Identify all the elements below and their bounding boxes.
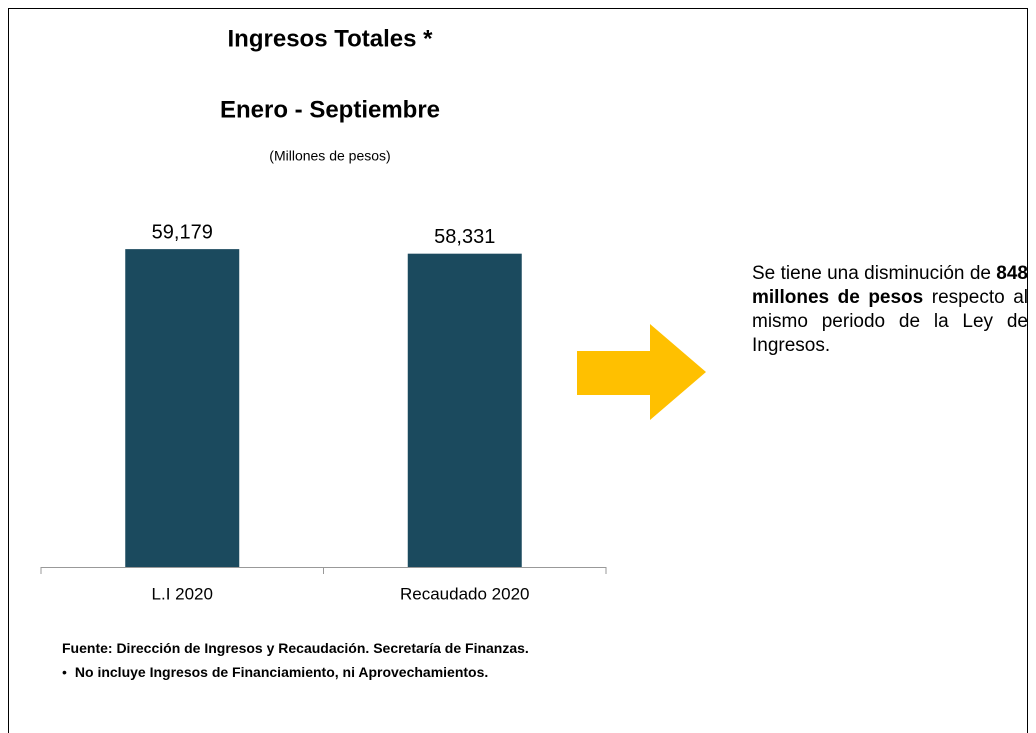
source: Fuente: Dirección de Ingresos y Recaudac… — [62, 640, 529, 656]
data-label: 58,331 — [434, 226, 495, 248]
data-label: 59,179 — [152, 221, 213, 243]
frame — [8, 8, 1028, 733]
bar — [125, 249, 240, 568]
annotation-text: Se tiene una disminución de — [752, 263, 997, 284]
annotation-bold: 848 millones de pesos — [752, 263, 1028, 308]
x-tick-label: Recaudado 2020 — [400, 584, 530, 603]
note: • No incluye Ingresos de Financiamiento, … — [62, 664, 488, 680]
chart-subtitle: Enero - Septiembre — [220, 96, 440, 123]
arrow — [577, 324, 706, 420]
bullet: • — [62, 664, 67, 680]
bar — [407, 253, 522, 567]
annotation: Se tiene una disminución de 848 millones… — [752, 262, 1028, 358]
chart-title: Ingresos Totales * — [228, 25, 434, 52]
note-text: No incluye Ingresos de Financiamiento, n… — [74, 664, 489, 680]
x-tick-label: L.I 2020 — [152, 584, 213, 603]
annotation-text: respecto al mismo periodo de la Ley de I… — [752, 287, 1028, 356]
unit-label: (Millones de pesos) — [269, 148, 390, 164]
